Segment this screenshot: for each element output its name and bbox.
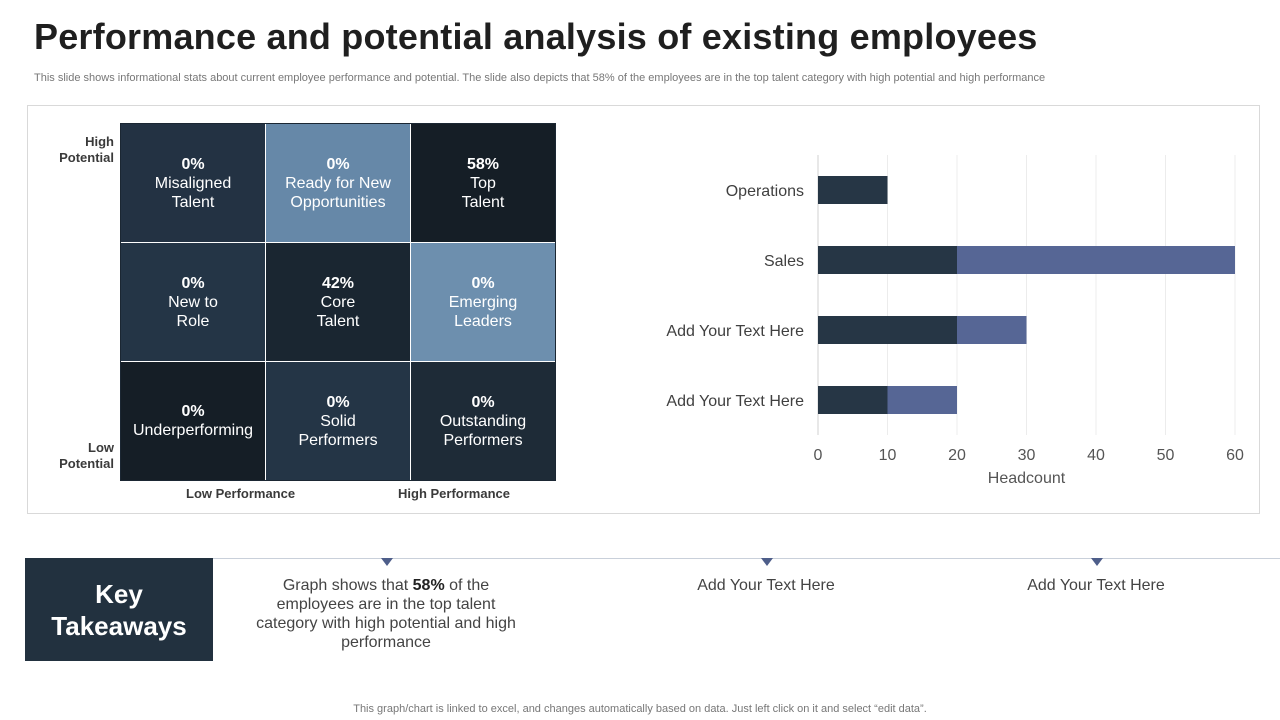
matrix-cell-emerging-leaders: 0% Emerging Leaders (411, 243, 555, 361)
footer-note: This graph/chart is linked to excel, and… (353, 703, 927, 715)
matrix-cell-misaligned-talent: 0% Misaligned Talent (121, 124, 265, 242)
cell-label: Solid Performers (298, 412, 378, 449)
cell-label: Outstanding Performers (439, 412, 527, 449)
headcount-bar-chart: Operations Sales Add Your Text Here Add You… (666, 155, 1244, 487)
bar-segment (957, 246, 1235, 274)
x-tick-label: 20 (948, 447, 966, 464)
cell-label: Ready for New Opportunities (285, 174, 391, 211)
cell-label: Emerging Leaders (448, 293, 518, 330)
x-tick-label: 0 (814, 447, 823, 464)
category-label: Add Your Text Here (666, 393, 804, 410)
x-axis-title: Headcount (988, 470, 1066, 487)
matrix-cell-solid-performers: 0% Solid Performers (266, 362, 410, 480)
takeaway-highlight: 58% (412, 577, 445, 594)
cell-label: Misaligned Talent (154, 174, 232, 211)
cell-percent: 0% (326, 155, 350, 173)
x-label-high-performance: High Performance (398, 486, 510, 501)
cell-percent: 0% (471, 274, 495, 292)
bar-segment (887, 386, 957, 414)
category-label: Add Your Text Here (666, 323, 804, 340)
takeaway-item-1: Graph shows that 58% of the employees ar… (256, 576, 516, 652)
cell-label: Core Talent (316, 293, 360, 330)
pointer-triangle-icon (761, 558, 773, 566)
takeaway-item-3: Add Your Text Here (1027, 577, 1165, 594)
talent-matrix: 0% Misaligned Talent 0% Ready for New Oppo… (120, 123, 556, 481)
cell-percent: 58% (466, 155, 500, 173)
key-takeaways-heading: Key Takeaways (25, 558, 213, 661)
page-title: Performance and potential analysis of ex… (34, 16, 1038, 57)
matrix-cell-core-talent: 42% Core Talent (266, 243, 410, 361)
cell-percent: 0% (181, 274, 205, 292)
matrix-cell-top-talent: 58% Top Talent (411, 124, 555, 242)
takeaway-text: Graph shows that (282, 577, 413, 594)
takeaway-item-2: Add Your Text Here (697, 577, 835, 594)
x-tick-label: 40 (1087, 447, 1105, 464)
y-label-high-potential: High Potential (59, 134, 114, 165)
cell-label: Top Talent (461, 174, 505, 211)
x-tick-label: 60 (1226, 447, 1244, 464)
y-label-low-potential: Low Potential (59, 440, 114, 471)
category-label: Operations (726, 183, 804, 200)
cell-percent: 42% (321, 274, 355, 292)
pointer-triangle-icon (381, 558, 393, 566)
cell-label: New to Role (168, 293, 218, 330)
bar-segment (818, 176, 888, 204)
bar-segment (818, 246, 957, 274)
cell-label: Underperforming (132, 422, 254, 439)
x-tick-label: 10 (879, 447, 897, 464)
page-subtitle: This slide shows informational stats abo… (34, 72, 1046, 84)
matrix-cell-outstanding-performers: 0% Outstanding Performers (411, 362, 555, 480)
category-label: Sales (764, 253, 804, 270)
cell-percent: 0% (181, 155, 205, 173)
x-tick-label: 50 (1157, 447, 1175, 464)
x-label-low-performance: Low Performance (186, 486, 296, 501)
pointer-triangle-icon (1091, 558, 1103, 566)
x-tick-label: 30 (1018, 447, 1036, 464)
bar-segment (957, 316, 1027, 344)
takeaway-text: of the employees are in the top talent c… (256, 577, 516, 651)
matrix-cell-new-to-role: 0% New to Role (121, 243, 265, 361)
cell-percent: 0% (181, 403, 205, 420)
matrix-cell-ready-for-new-opportunities: 0% Ready for New Opportunities (266, 124, 410, 242)
matrix-cell-underperforming: 0% Underperforming (121, 362, 265, 480)
cell-percent: 0% (326, 393, 350, 411)
bar-segment (818, 386, 888, 414)
cell-percent: 0% (471, 393, 495, 411)
bar-segment (818, 316, 957, 344)
takeaways-divider (213, 558, 1280, 559)
